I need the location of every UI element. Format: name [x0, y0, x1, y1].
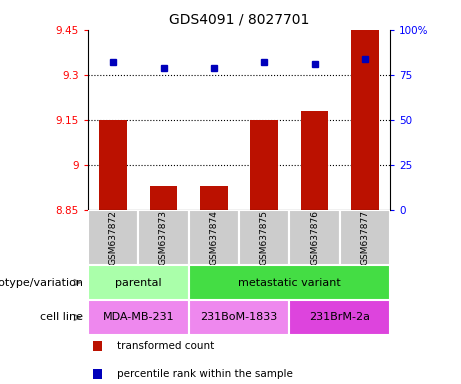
Title: GDS4091 / 8027701: GDS4091 / 8027701: [169, 12, 309, 26]
Text: GSM637874: GSM637874: [209, 210, 219, 265]
Text: GSM637877: GSM637877: [361, 210, 369, 265]
Text: MDA-MB-231: MDA-MB-231: [102, 313, 174, 323]
Bar: [189, 300, 290, 335]
Bar: [351, 30, 378, 210]
Bar: [239, 210, 290, 265]
Text: GSM637876: GSM637876: [310, 210, 319, 265]
Bar: [189, 265, 390, 300]
Bar: [250, 120, 278, 210]
Bar: [340, 210, 390, 265]
Bar: [93, 341, 102, 351]
Bar: [150, 186, 177, 210]
Bar: [290, 300, 390, 335]
Text: parental: parental: [115, 278, 162, 288]
Bar: [99, 120, 127, 210]
Bar: [189, 210, 239, 265]
Text: GSM637873: GSM637873: [159, 210, 168, 265]
Text: cell line: cell line: [41, 313, 83, 323]
Text: metastatic variant: metastatic variant: [238, 278, 341, 288]
Bar: [88, 210, 138, 265]
Text: transformed count: transformed count: [117, 341, 214, 351]
Text: 231BrM-2a: 231BrM-2a: [309, 313, 370, 323]
Bar: [290, 210, 340, 265]
Bar: [93, 369, 102, 379]
Bar: [200, 186, 228, 210]
Bar: [301, 111, 328, 210]
Bar: [88, 300, 189, 335]
Text: percentile rank within the sample: percentile rank within the sample: [117, 369, 293, 379]
Text: GSM637872: GSM637872: [109, 210, 118, 265]
Bar: [138, 210, 189, 265]
Text: genotype/variation: genotype/variation: [0, 278, 83, 288]
Text: GSM637875: GSM637875: [260, 210, 269, 265]
Bar: [88, 265, 189, 300]
Text: 231BoM-1833: 231BoM-1833: [201, 313, 278, 323]
